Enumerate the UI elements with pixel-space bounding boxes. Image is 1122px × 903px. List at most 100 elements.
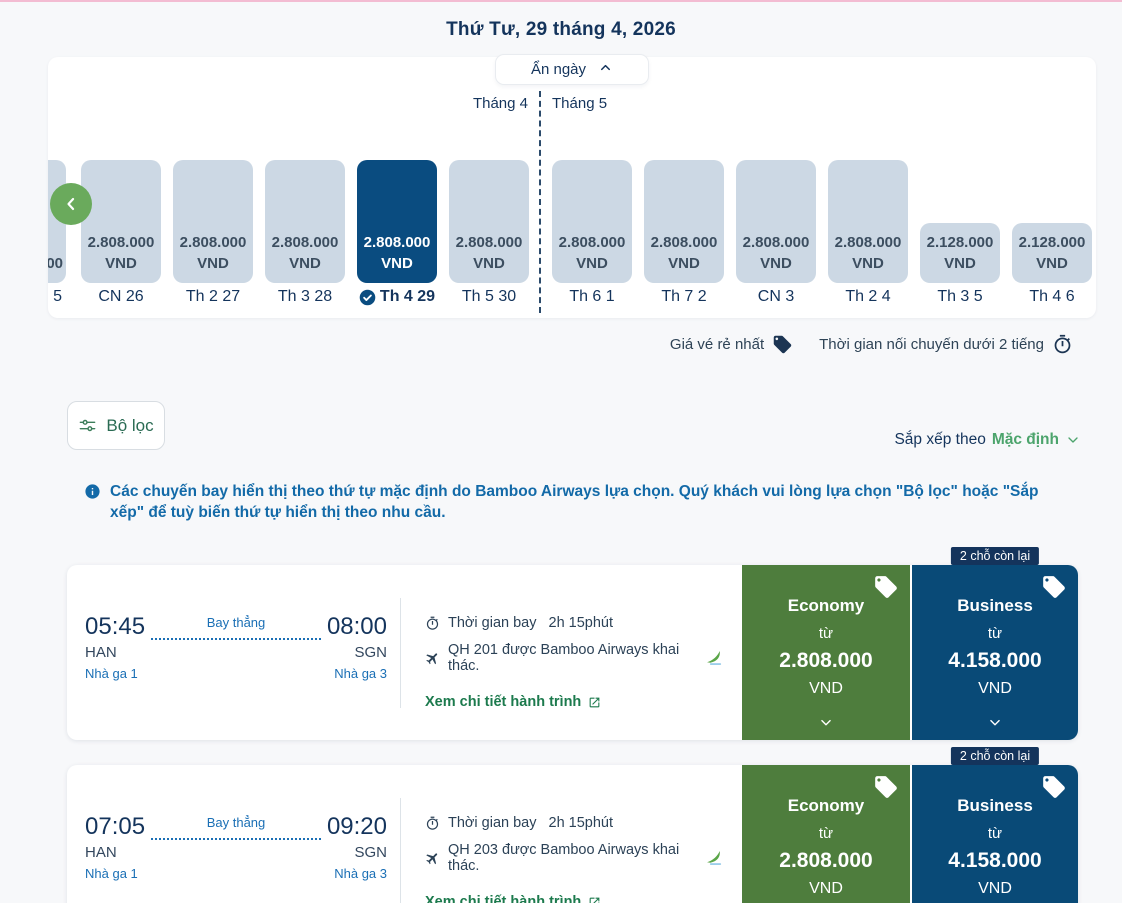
arrival-time: 08:00 <box>326 613 387 640</box>
cabin-name: Business <box>957 596 1033 615</box>
date-label-text: Th 4 6 <box>1029 288 1075 305</box>
economy-fare-button[interactable]: Economy từ 2.808.000 VND <box>742 765 910 903</box>
date-price: 00 <box>48 255 63 273</box>
departure-time: 07:05 <box>85 813 146 840</box>
date-label-text: Th 6 1 <box>569 288 615 305</box>
duration-label: Thời gian bay <box>448 615 537 631</box>
route-type-label: Bay thẳng <box>206 815 266 830</box>
date-label-th4-29-selected[interactable]: Th 4 29 <box>350 288 444 306</box>
date-currency: VND <box>852 255 884 273</box>
cabin-currency: VND <box>978 880 1012 897</box>
operator-row: QH 203 được Bamboo Airways khai thác. <box>425 842 725 874</box>
arrival-terminal: Nhà ga 3 <box>334 666 387 681</box>
page-title: Thứ Tư, 29 tháng 4, 2026 <box>446 18 676 40</box>
from-label: từ <box>987 625 1003 642</box>
date-label-th3-28[interactable]: Th 3 28 <box>265 288 345 306</box>
cabin-name: Economy <box>787 796 865 815</box>
date-price: 2.808.000 <box>271 233 339 251</box>
date-card-th3-5[interactable]: 2.128.000 VND <box>920 223 1000 283</box>
date-card-th6-1[interactable]: 2.808.000 VND <box>552 160 632 283</box>
date-card-cn-3[interactable]: 2.808.000 VND <box>736 160 816 283</box>
bamboo-airways-logo <box>706 650 725 666</box>
economy-fare-button[interactable]: Economy từ 2.808.000 VND <box>742 565 910 740</box>
operator-text: QH 203 được Bamboo Airways khai thác. <box>448 842 680 874</box>
date-label-th3-5[interactable]: Th 3 5 <box>920 288 1000 306</box>
cabin-name: Economy <box>787 596 865 615</box>
date-label-clipped[interactable]: 5 <box>48 288 66 306</box>
date-card-cn-26[interactable]: 2.808.000 VND <box>81 160 161 283</box>
date-label-text: Th 4 29 <box>379 288 436 305</box>
month-label-april: Tháng 4 <box>472 95 528 112</box>
business-fare-button[interactable]: 2 chỗ còn lại Business từ 4.158.000 VND <box>912 547 1078 740</box>
cabin-currency: VND <box>809 880 843 897</box>
legend-row: Giá vé rẻ nhất Thời gian nối chuyến dưới… <box>670 334 1073 355</box>
date-card-th2-4[interactable]: 2.808.000 VND <box>828 160 908 283</box>
date-currency: VND <box>105 255 137 273</box>
arrival-airport: SGN <box>354 844 387 861</box>
departure-airport: HAN <box>85 844 117 861</box>
carousel-prev-button[interactable] <box>50 183 92 225</box>
date-label-text: Th 7 2 <box>661 288 707 305</box>
check-circle-icon <box>359 289 376 306</box>
date-card-th5-30[interactable]: 2.808.000 VND <box>449 160 529 283</box>
route-dotted-line <box>151 638 321 640</box>
date-card-th2-27[interactable]: 2.808.000 VND <box>173 160 253 283</box>
chevron-up-icon <box>598 60 613 79</box>
sort-prefix-label: Sắp xếp theo <box>894 431 986 448</box>
date-price: 2.808.000 <box>87 233 155 251</box>
date-label-th7-2[interactable]: Th 7 2 <box>644 288 724 306</box>
legend-cheapest-label: Giá vé rẻ nhất <box>669 336 765 353</box>
date-label-text: CN 3 <box>757 288 795 305</box>
sort-dropdown[interactable]: Sắp xếp theo Mặc định <box>894 431 1081 449</box>
date-label-cn-26[interactable]: CN 26 <box>81 288 161 306</box>
business-fare-button[interactable]: 2 chỗ còn lại Business từ 4.158.000 VND <box>912 747 1078 903</box>
date-price: 2.808.000 <box>834 233 902 251</box>
cabin-price: 4.158.000 <box>948 649 1042 672</box>
departure-airport: HAN <box>85 644 117 661</box>
cabin-price: 2.808.000 <box>779 849 873 872</box>
tag-icon <box>772 334 793 355</box>
date-card-th4-29-selected[interactable]: 2.808.000 VND <box>357 160 437 283</box>
date-label-th6-1[interactable]: Th 6 1 <box>552 288 632 306</box>
top-accent-line <box>0 0 1122 2</box>
date-label-text: Th 5 30 <box>461 288 517 305</box>
card-divider <box>400 798 401 903</box>
cabin-price: 4.158.000 <box>948 849 1042 872</box>
date-price: 2.808.000 <box>179 233 247 251</box>
date-label-text: Th 3 5 <box>937 288 983 305</box>
date-label-text: Th 3 28 <box>277 288 333 305</box>
chevron-down-icon <box>984 716 1006 730</box>
operator-row: QH 201 được Bamboo Airways khai thác. <box>425 642 725 674</box>
itinerary-details-link[interactable]: Xem chi tiết hành trình <box>425 894 725 903</box>
duration-label: Thời gian bay <box>448 815 537 831</box>
date-label-cn-3[interactable]: CN 3 <box>736 288 816 306</box>
date-price: 2.808.000 <box>742 233 810 251</box>
cabin-price: 2.808.000 <box>779 649 873 672</box>
departure-info: 07:05 HAN Nhà ga 1 <box>85 813 145 881</box>
date-label-text: Th 2 4 <box>845 288 891 305</box>
date-label-th2-27[interactable]: Th 2 27 <box>173 288 253 306</box>
date-currency: VND <box>760 255 792 273</box>
hide-days-button[interactable]: Ẩn ngày <box>495 54 649 85</box>
date-label-th5-30[interactable]: Th 5 30 <box>449 288 529 306</box>
date-price: 2.808.000 <box>363 233 431 251</box>
date-currency: VND <box>473 255 505 273</box>
date-card-th7-2[interactable]: 2.808.000 VND <box>644 160 724 283</box>
month-divider <box>539 91 541 313</box>
date-label-th4-6[interactable]: Th 4 6 <box>1012 288 1092 306</box>
date-card-th3-28[interactable]: 2.808.000 VND <box>265 160 345 283</box>
date-label-text: 5 <box>53 288 62 305</box>
date-card-th4-6[interactable]: 2.128.000 VND <box>1012 223 1092 283</box>
departure-terminal: Nhà ga 1 <box>85 866 138 881</box>
date-label-th2-4[interactable]: Th 2 4 <box>828 288 908 306</box>
flight-details: Thời gian bay 2h 15phút QH 201 được Bamb… <box>425 615 725 710</box>
filter-label: Bộ lọc <box>106 415 154 435</box>
filter-button[interactable]: Bộ lọc <box>67 401 165 450</box>
date-currency: VND <box>197 255 229 273</box>
stopwatch-icon <box>425 616 440 631</box>
route-type-label: Bay thẳng <box>206 615 266 630</box>
itinerary-details-label: Xem chi tiết hành trình <box>425 694 582 710</box>
route-indicator: Bay thẳng <box>145 813 327 881</box>
itinerary-details-link[interactable]: Xem chi tiết hành trình <box>425 694 725 710</box>
route-indicator: Bay thẳng <box>145 613 327 681</box>
